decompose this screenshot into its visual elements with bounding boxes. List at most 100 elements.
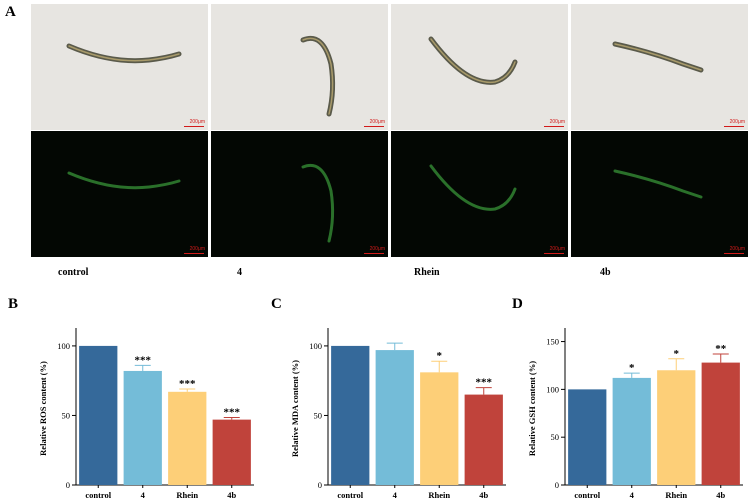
significance-marker: * [674,348,680,360]
y-tick-label: 0 [318,480,322,490]
worm-gut [614,43,702,71]
y-tick-label: 50 [551,432,560,442]
worm-body [613,169,703,199]
scale-bar-label: 200μm [189,246,205,252]
scale-bar-label: 200μm [729,246,745,252]
y-tick-label: 100 [546,384,559,394]
chart-svg: Relative ROS content (%) 0 50 100 control ***… [38,328,254,500]
x-tick-label: control [574,490,600,500]
bar-4 [123,370,162,485]
worm-drawing [67,171,181,190]
y-tick-label: 0 [66,480,70,490]
y-tick-label: 0 [555,480,559,490]
group-label-rhein: Rhein [414,267,440,278]
y-axis-label: Relative MDA content (%) [290,360,300,457]
panel-a-letter: A [5,4,16,20]
y-tick-label: 100 [57,341,70,351]
scale-bar [184,253,204,254]
x-tick-label: 4b [479,490,488,500]
scale-bar [724,126,744,127]
bar-rhein [168,391,207,485]
group-label-control: control [58,267,89,278]
worm-drawing [300,36,336,117]
bar-rhein [420,372,459,485]
scale-bar [724,253,744,254]
chart-svg: Relative MDA content (%) 0 50 100 control 4 * R… [290,328,506,500]
y-tick-label: 50 [314,410,323,420]
significance-marker: *** [476,377,493,389]
bar-4b [701,362,740,485]
worm-drawing [612,41,704,73]
scale-bar [364,253,384,254]
worm-body [429,164,517,211]
fluorescence-image-4b: 200μm [571,131,748,257]
x-tick-label: 4 [393,490,398,500]
fluorescence-image-4: 200μm [211,131,388,257]
panel-d-letter: D [512,296,523,312]
ros-chart: Relative ROS content (%) 0 50 100 control ***… [28,318,264,502]
y-axis-label: Relative GSH content (%) [527,361,537,456]
worm-body [67,171,181,190]
worm-drawing [301,164,335,243]
bar-control [79,345,118,485]
scale-bar-label: 200μm [729,119,745,125]
scale-bar-label: 200μm [189,119,205,125]
scale-bar-label: 200μm [369,119,385,125]
brightfield-image-4b: 200μm [571,4,748,130]
x-tick-label: control [337,490,363,500]
group-label-4b: 4b [600,267,611,278]
panel-b-letter: B [8,296,19,312]
scale-bar-label: 200μm [549,246,565,252]
x-tick-label: control [85,490,111,500]
x-tick-label: Rhein [665,490,687,500]
x-tick-label: 4 [141,490,146,500]
worm-gut [68,45,180,62]
significance-marker: *** [179,378,196,390]
worm-body [301,164,335,243]
bar-4 [612,377,651,485]
bar-rhein [657,370,696,485]
x-tick-label: 4b [716,490,725,500]
worm-drawing [429,164,517,211]
brightfield-image-control: 200μm [31,4,208,130]
group-label-4: 4 [237,267,242,278]
significance-marker: *** [135,354,152,366]
bar-control [568,389,607,485]
y-tick-label: 50 [62,410,71,420]
scale-bar-label: 200μm [369,246,385,252]
worm-gut [302,37,334,115]
panel-c-letter: C [271,296,282,312]
significance-marker: * [437,350,443,362]
y-tick-label: 150 [546,337,559,347]
significance-marker: ** [715,343,727,355]
chart-svg: Relative GSH content (%) 0 50 100 150 control… [527,328,743,500]
bar-4b [212,419,251,485]
x-tick-label: 4 [630,490,635,500]
significance-marker: *** [224,407,241,419]
worm-drawing [613,169,703,199]
brightfield-image-rhein: 200μm [391,4,568,130]
fluorescence-image-control: 200μm [31,131,208,257]
worm-drawing [66,43,182,64]
mda-chart: Relative MDA content (%) 0 50 100 control 4 * R… [280,318,516,502]
scale-bar-label: 200μm [549,119,565,125]
scale-bar [184,126,204,127]
y-axis-label: Relative ROS content (%) [38,361,48,456]
x-tick-label: Rhein [428,490,450,500]
worm-gut [430,38,516,84]
bar-control [331,345,370,485]
y-tick-label: 100 [309,341,322,351]
bar-4b [464,394,503,485]
brightfield-image-4: 200μm [211,4,388,130]
bar-4 [375,350,414,485]
scale-bar [544,126,564,127]
x-tick-label: 4b [227,490,236,500]
scale-bar [364,126,384,127]
worm-body [428,36,518,85]
gsh-chart: Relative GSH content (%) 0 50 100 150 control… [517,318,753,502]
fluorescence-image-rhein: 200μm [391,131,568,257]
x-tick-label: Rhein [176,490,198,500]
scale-bar [544,253,564,254]
worm-body [300,36,336,117]
worm-drawing [428,36,518,85]
